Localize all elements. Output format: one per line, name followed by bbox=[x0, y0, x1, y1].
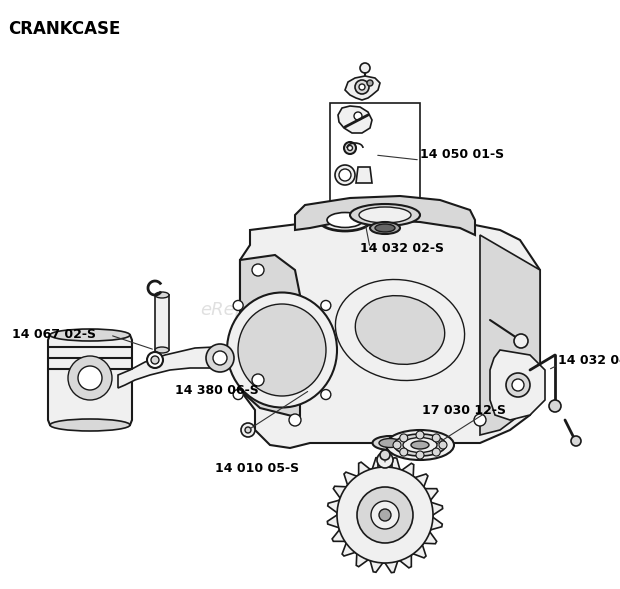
Text: 14 380 06-S: 14 380 06-S bbox=[175, 383, 259, 396]
Circle shape bbox=[377, 452, 393, 468]
Polygon shape bbox=[327, 457, 443, 573]
Text: CRANKCASE: CRANKCASE bbox=[8, 20, 120, 38]
Circle shape bbox=[347, 145, 353, 151]
Circle shape bbox=[432, 448, 440, 456]
Ellipse shape bbox=[355, 296, 445, 365]
Circle shape bbox=[337, 467, 433, 563]
Text: 17 030 12-S: 17 030 12-S bbox=[422, 403, 506, 416]
Circle shape bbox=[371, 501, 399, 529]
Ellipse shape bbox=[319, 209, 371, 231]
Ellipse shape bbox=[378, 458, 392, 465]
Ellipse shape bbox=[350, 204, 420, 226]
Polygon shape bbox=[295, 196, 475, 235]
Ellipse shape bbox=[50, 419, 130, 431]
Circle shape bbox=[147, 352, 163, 368]
Ellipse shape bbox=[370, 222, 400, 234]
Circle shape bbox=[68, 356, 112, 400]
Circle shape bbox=[432, 434, 440, 442]
Ellipse shape bbox=[155, 347, 169, 353]
Circle shape bbox=[506, 373, 530, 397]
Circle shape bbox=[359, 84, 365, 90]
Bar bbox=[330, 103, 420, 203]
Polygon shape bbox=[338, 106, 372, 133]
Circle shape bbox=[289, 414, 301, 426]
Text: 14 050 01-S: 14 050 01-S bbox=[420, 148, 504, 161]
Ellipse shape bbox=[335, 280, 464, 380]
Circle shape bbox=[439, 441, 447, 449]
Circle shape bbox=[379, 509, 391, 521]
Circle shape bbox=[571, 436, 581, 446]
Circle shape bbox=[339, 169, 351, 181]
Polygon shape bbox=[490, 350, 545, 420]
Circle shape bbox=[380, 450, 390, 460]
Ellipse shape bbox=[50, 329, 130, 341]
Text: 14 067 02-S: 14 067 02-S bbox=[12, 329, 96, 342]
Circle shape bbox=[512, 379, 524, 391]
Bar bbox=[378, 462, 392, 512]
Circle shape bbox=[245, 427, 251, 433]
Circle shape bbox=[400, 434, 408, 442]
Text: eReplacementParts.com: eReplacementParts.com bbox=[200, 301, 420, 319]
Circle shape bbox=[367, 80, 373, 86]
Ellipse shape bbox=[375, 224, 395, 232]
Circle shape bbox=[354, 112, 362, 120]
Circle shape bbox=[151, 356, 159, 364]
Bar bbox=[155, 295, 169, 350]
Circle shape bbox=[233, 389, 243, 399]
Ellipse shape bbox=[155, 292, 169, 298]
Circle shape bbox=[78, 366, 102, 390]
Polygon shape bbox=[118, 347, 228, 388]
Polygon shape bbox=[240, 255, 300, 418]
Ellipse shape bbox=[411, 441, 429, 449]
Circle shape bbox=[549, 400, 561, 412]
Text: 14 032 02-S: 14 032 02-S bbox=[360, 241, 444, 254]
Circle shape bbox=[241, 423, 255, 437]
Ellipse shape bbox=[386, 430, 454, 460]
Circle shape bbox=[233, 300, 243, 310]
Ellipse shape bbox=[379, 438, 401, 448]
Circle shape bbox=[321, 300, 331, 310]
Circle shape bbox=[357, 487, 413, 543]
Circle shape bbox=[344, 142, 356, 154]
Circle shape bbox=[514, 334, 528, 348]
Text: 14 010 05-S: 14 010 05-S bbox=[215, 462, 299, 475]
Polygon shape bbox=[240, 218, 540, 448]
Ellipse shape bbox=[327, 213, 363, 227]
Polygon shape bbox=[48, 335, 132, 425]
Circle shape bbox=[213, 351, 227, 365]
Circle shape bbox=[393, 441, 401, 449]
Ellipse shape bbox=[359, 207, 411, 223]
Circle shape bbox=[252, 264, 264, 276]
Ellipse shape bbox=[373, 436, 407, 450]
Polygon shape bbox=[480, 235, 540, 435]
Ellipse shape bbox=[394, 434, 446, 456]
Circle shape bbox=[206, 344, 234, 372]
Circle shape bbox=[416, 451, 424, 459]
Circle shape bbox=[400, 448, 408, 456]
Circle shape bbox=[360, 63, 370, 73]
Circle shape bbox=[335, 165, 355, 185]
Polygon shape bbox=[356, 167, 372, 183]
Polygon shape bbox=[345, 76, 380, 100]
Circle shape bbox=[355, 80, 369, 94]
Circle shape bbox=[416, 431, 424, 439]
Circle shape bbox=[321, 389, 331, 399]
Ellipse shape bbox=[403, 438, 437, 452]
Circle shape bbox=[252, 374, 264, 386]
Ellipse shape bbox=[227, 293, 337, 408]
Ellipse shape bbox=[238, 304, 326, 396]
Circle shape bbox=[474, 414, 486, 426]
Text: 14 032 04-S: 14 032 04-S bbox=[558, 353, 620, 366]
